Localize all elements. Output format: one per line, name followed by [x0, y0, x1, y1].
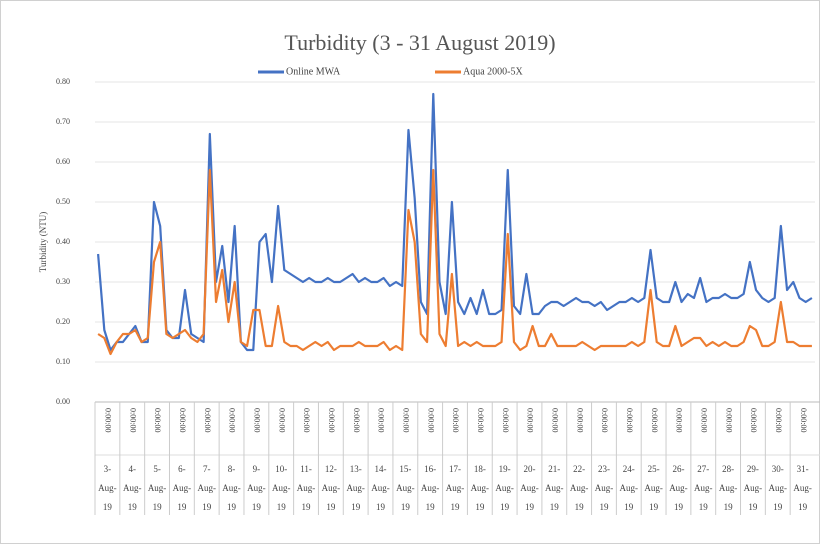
y-tick-label: 0.70 [56, 117, 70, 126]
x-time-label: 0:00:00 [675, 408, 684, 432]
x-time-label: 0:00:00 [550, 408, 559, 432]
x-time-label: 0:00:00 [600, 408, 609, 432]
x-time-label: 0:00:00 [749, 408, 758, 432]
x-tick-label: 11-Aug-19 [296, 464, 316, 512]
x-time-label: 0:00:00 [799, 408, 808, 432]
legend-label: Aqua 2000-5X [463, 66, 523, 77]
x-tick-label: 14-Aug-19 [371, 464, 390, 512]
x-tick-label: 12-Aug-19 [321, 464, 341, 512]
x-tick-label: 19-Aug-19 [495, 464, 514, 512]
x-time-label: 0:00:00 [352, 408, 361, 432]
y-tick-label: 0.20 [56, 317, 70, 326]
chart-title: Turbidity (3 - 31 August 2019) [284, 30, 555, 55]
x-tick-label: 20-Aug-19 [520, 464, 539, 512]
y-tick-label: 0.60 [56, 157, 70, 166]
y-axis-label: Turbidity (NTU) [38, 212, 48, 272]
x-time-label: 0:00:00 [228, 408, 237, 432]
x-tick-label: 24-Aug-19 [619, 464, 639, 512]
x-tick-label: 7-Aug-19 [197, 464, 216, 512]
x-time-label: 0:00:00 [277, 408, 286, 432]
x-tick-label: 25-Aug-19 [644, 464, 663, 512]
x-tick-label: 6-Aug-19 [172, 464, 192, 512]
x-tick-label: 28-Aug-19 [718, 464, 738, 512]
y-tick-label: 0.80 [56, 77, 70, 86]
x-time-label: 0:00:00 [128, 408, 137, 432]
x-time-label: 0:00:00 [178, 408, 187, 432]
x-tick-label: 5-Aug-19 [147, 464, 167, 512]
x-tick-label: 22-Aug-19 [569, 464, 589, 512]
x-tick-label: 18-Aug-19 [470, 464, 490, 512]
x-tick-label: 8-Aug-19 [222, 464, 241, 512]
x-tick-label: 13-Aug-19 [346, 464, 365, 512]
x-tick-label: 23-Aug-19 [594, 464, 614, 512]
x-tick-label: 26-Aug-19 [669, 464, 688, 512]
x-tick-label: 17-Aug-19 [445, 464, 465, 512]
x-tick-label: 16-Aug-19 [420, 464, 440, 512]
x-time-label: 0:00:00 [501, 408, 510, 432]
x-time-label: 0:00:00 [104, 408, 113, 432]
x-time-label: 0:00:00 [203, 408, 212, 432]
x-tick-label: 9-Aug-19 [247, 464, 266, 512]
x-time-label: 0:00:00 [650, 408, 659, 432]
x-time-label: 0:00:00 [724, 408, 733, 432]
y-tick-label: 0.10 [56, 357, 70, 366]
x-time-label: 0:00:00 [377, 408, 386, 432]
x-time-label: 0:00:00 [774, 408, 783, 432]
x-time-label: 0:00:00 [625, 408, 634, 432]
y-tick-label: 0.40 [56, 237, 70, 246]
y-tick-label: 0.50 [56, 197, 70, 206]
x-tick-label: 27-Aug-19 [694, 464, 713, 512]
x-time-label: 0:00:00 [575, 408, 584, 432]
x-tick-label: 15-Aug-19 [396, 464, 415, 512]
y-tick-label: 0.30 [56, 277, 70, 286]
x-time-label: 0:00:00 [699, 408, 708, 432]
x-time-label: 0:00:00 [526, 408, 535, 432]
x-time-label: 0:00:00 [153, 408, 162, 432]
y-tick-label: 0.00 [56, 397, 70, 406]
x-tick-label: 31-Aug-19 [793, 464, 812, 512]
x-tick-label: 4-Aug-19 [122, 464, 142, 512]
x-tick-label: 29-Aug-19 [743, 464, 763, 512]
x-time-label: 0:00:00 [476, 408, 485, 432]
series-line [97, 92, 813, 352]
x-time-label: 0:00:00 [402, 408, 411, 432]
x-time-label: 0:00:00 [327, 408, 336, 432]
x-tick-label: 10-Aug-19 [271, 464, 291, 512]
legend-label: Online MWA [286, 66, 341, 77]
x-time-label: 0:00:00 [253, 408, 262, 432]
series-line [97, 168, 812, 356]
x-time-label: 0:00:00 [451, 408, 460, 432]
x-tick-label: 21-Aug-19 [545, 464, 564, 512]
x-time-label: 0:00:00 [302, 408, 311, 432]
x-time-label: 0:00:00 [426, 408, 435, 432]
x-tick-label: 3-Aug-19 [98, 464, 117, 512]
x-tick-label: 30-Aug-19 [768, 464, 788, 512]
